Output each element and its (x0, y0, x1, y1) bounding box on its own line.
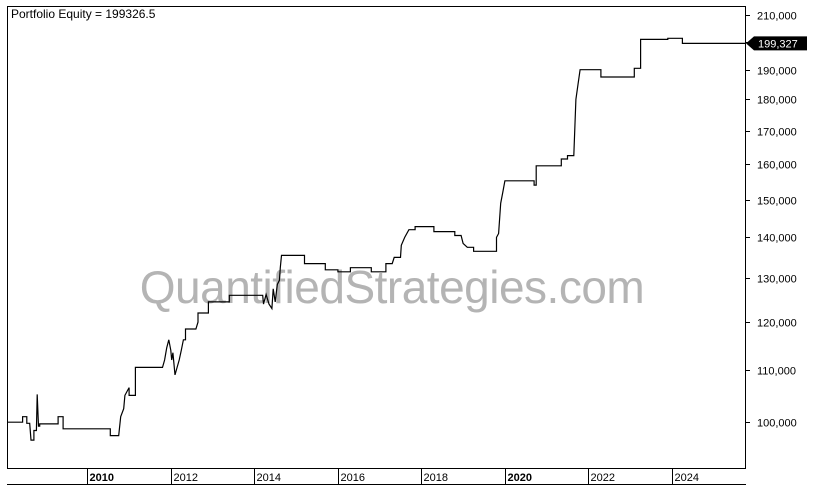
y-tick-label: 140,000 (757, 233, 797, 245)
x-tick-label: 2024 (675, 472, 699, 484)
x-tick-label: 2018 (424, 472, 448, 484)
chart-title: Portfolio Equity = 199326.5 (11, 7, 156, 21)
last-value-badge-shape (746, 36, 807, 51)
chart-watermark: QuantifiedStrategies.com (140, 261, 645, 313)
x-tick-label: 2016 (341, 472, 365, 484)
y-tick-label: 180,000 (757, 95, 797, 107)
x-tick-label: 2012 (174, 472, 198, 484)
equity-curve (8, 37, 745, 441)
x-tick-label: 2022 (591, 472, 615, 484)
y-tick-label: 190,000 (757, 66, 797, 78)
last-value-label: 199,327 (758, 38, 798, 50)
last-value-badge: 199,327 (746, 36, 807, 51)
plot-frame (7, 6, 746, 469)
y-tick-label: 170,000 (757, 127, 797, 139)
x-tick-label: 2010 (90, 472, 114, 484)
x-tick-label: 2014 (257, 472, 281, 484)
y-tick-label: 160,000 (757, 160, 797, 172)
y-tick-label: 120,000 (757, 318, 797, 330)
x-tick-label: 2020 (508, 472, 532, 484)
y-tick-label: 150,000 (757, 196, 797, 208)
y-tick-label: 130,000 (757, 274, 797, 286)
y-tick-label: 110,000 (757, 366, 796, 378)
y-tick-label: 210,000 (757, 11, 797, 23)
y-tick-label: 100,000 (757, 418, 797, 430)
